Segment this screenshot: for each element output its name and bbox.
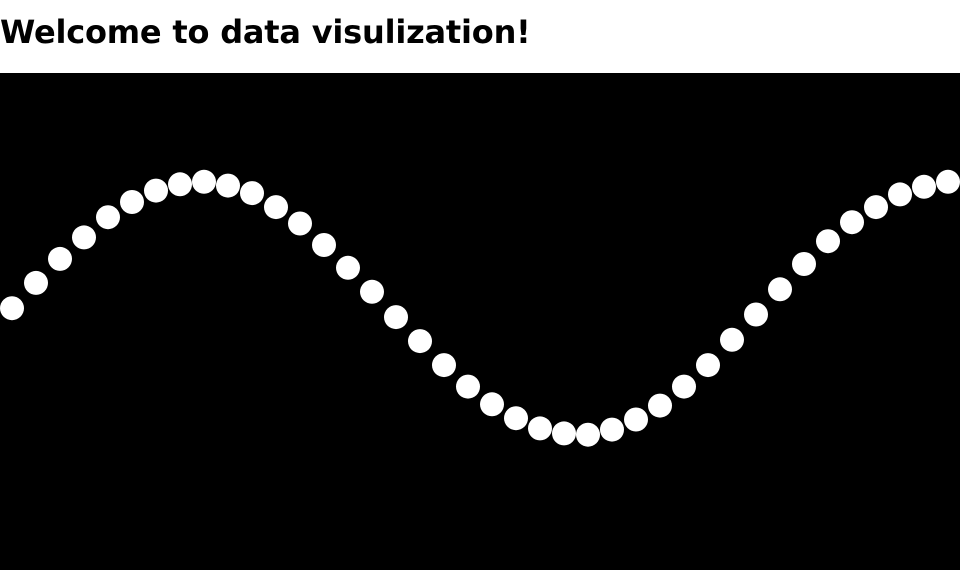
data-point [312,233,336,257]
points-group [0,169,960,447]
page-title: Welcome to data visulization! [0,13,531,51]
data-point [360,279,384,304]
data-point [912,174,936,199]
data-point [96,205,120,230]
data-point [888,182,912,207]
data-point [72,225,96,250]
data-point [504,406,528,431]
data-point [672,374,696,399]
data-point [792,252,816,276]
data-point [720,327,744,352]
scatter-plot [0,73,960,570]
data-point [648,393,672,418]
data-point [576,422,600,447]
data-point [240,181,264,206]
data-point [288,211,312,236]
data-point [264,195,288,220]
data-point [0,296,24,321]
chart-area [0,73,960,570]
data-point [744,302,768,327]
data-point [168,172,192,197]
data-point [768,277,792,302]
data-point [120,190,144,214]
data-point [480,392,504,417]
data-point [840,210,864,235]
data-point [552,421,576,446]
data-point [24,270,48,295]
data-point [864,195,888,220]
data-point [48,246,72,271]
data-point [936,169,960,194]
data-point [408,329,432,354]
data-point [192,169,216,194]
data-point [456,374,480,399]
data-point [816,229,840,254]
data-point [144,178,168,203]
data-point [624,407,648,432]
data-point [336,255,360,280]
data-point [432,353,456,378]
data-point [216,173,240,198]
data-point [528,416,552,441]
data-point [384,305,408,330]
plot-background [0,73,960,570]
data-point [600,417,624,442]
data-point [696,353,720,378]
